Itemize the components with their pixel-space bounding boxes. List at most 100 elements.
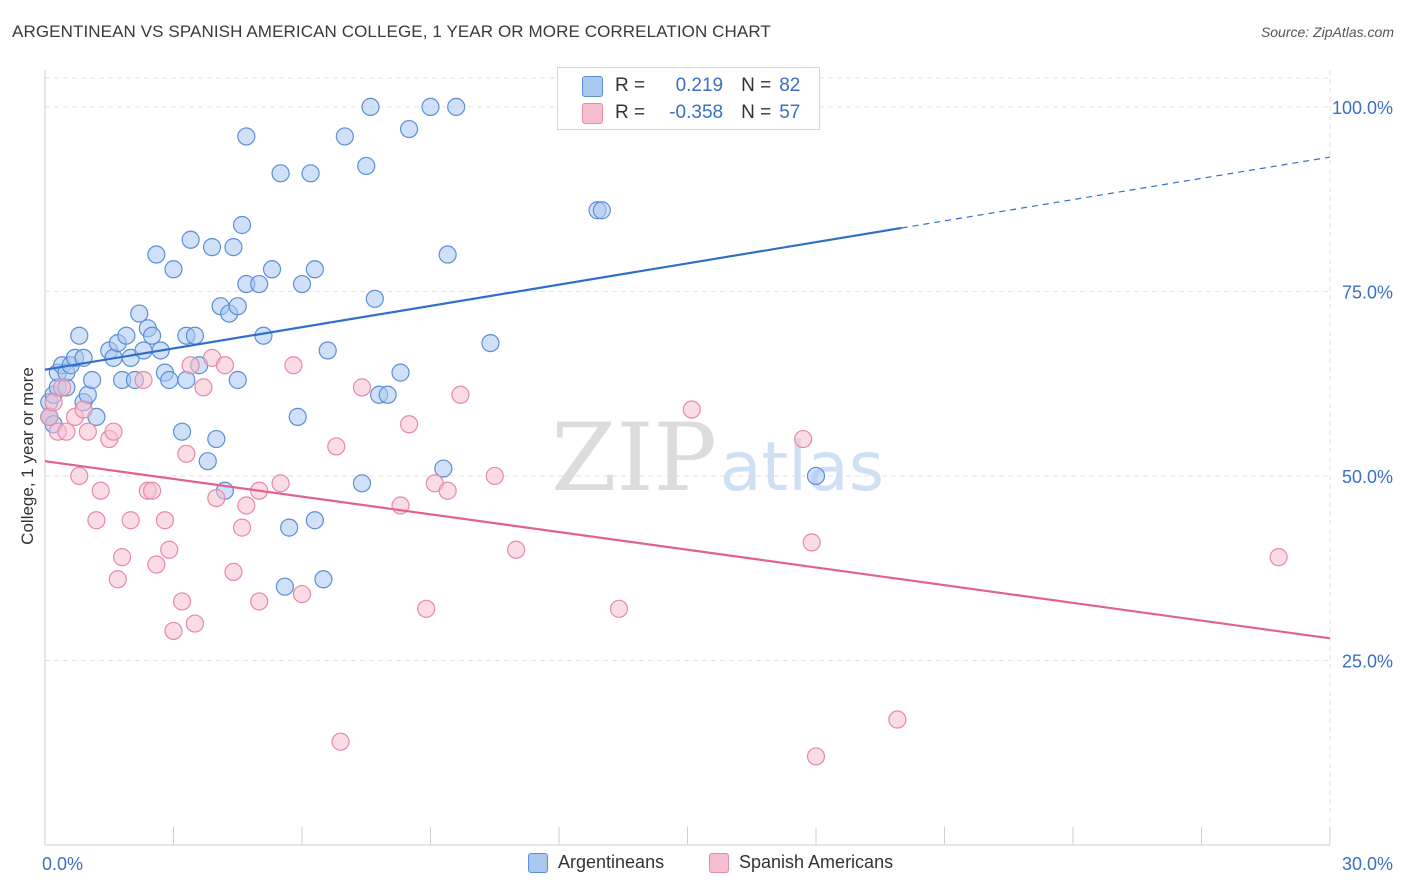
spanish-american-point (485, 466, 504, 486)
argentinean-point (434, 459, 453, 478)
argentinean-point (117, 326, 136, 345)
argentinean-point (399, 119, 419, 139)
argentinean-point (357, 156, 376, 176)
argentinean-point (262, 260, 282, 279)
r-value: -0.358 (669, 102, 724, 123)
argentinean-point (202, 238, 222, 257)
spanish-american-point (682, 400, 701, 419)
argentinean-point (314, 570, 333, 589)
argentinean-point (305, 260, 324, 279)
r-value: 0.219 (675, 75, 724, 96)
spanish-american-point (399, 415, 419, 434)
argentineans-legend-swatch (528, 852, 548, 873)
r-label: R = (615, 75, 646, 96)
spanish-americans-legend-swatch (709, 852, 729, 873)
spanish-american-point (215, 356, 234, 375)
spanish-american-point (57, 422, 76, 441)
spanish-american-point (53, 378, 72, 397)
argentinean-point (254, 326, 273, 345)
spanish-american-point (224, 562, 243, 582)
argentinean-point (181, 230, 200, 249)
argentinean-point (806, 466, 826, 486)
spanish-american-point (237, 496, 256, 515)
spanish-american-point (108, 570, 127, 589)
spanish-american-point (142, 481, 162, 500)
spanish-american-point (292, 584, 312, 604)
argentinean-point (134, 341, 153, 360)
argentineans-swatch (582, 75, 603, 97)
argentinean-point (391, 363, 410, 382)
argentinean-point (481, 333, 500, 353)
argentinean-point (438, 245, 457, 264)
spanish-american-point (327, 437, 346, 456)
spanish-american-point (160, 540, 179, 559)
y-tick-label: 25.0% (1342, 651, 1393, 671)
argentinean-point (421, 97, 440, 117)
spanish-american-point (806, 747, 826, 766)
legend-label: Spanish Americans (739, 852, 894, 872)
y-tick-label: 75.0% (1342, 282, 1393, 302)
spanish-american-point (177, 444, 196, 463)
spanish-americans-trend-line (44, 460, 1331, 640)
spanish-american-point (112, 548, 132, 567)
argentinean-point (185, 326, 205, 345)
argentinean-point (228, 297, 247, 316)
spanish-american-point (438, 481, 457, 500)
spanish-american-point (87, 511, 106, 530)
argentinean-point (198, 452, 217, 471)
spanish-american-point (609, 599, 629, 618)
spanish-american-point (1269, 548, 1288, 567)
spanish-american-point (172, 592, 192, 611)
argentinean-point (305, 511, 324, 530)
argentinean-point (361, 97, 380, 117)
spanish-american-point (352, 378, 372, 397)
stats-legend: R = 0.219 N = 82 R = -0.358 N = 57 (557, 67, 820, 130)
spanish-american-point (331, 732, 350, 751)
axis-layer: 25.0% 50.0% 75.0% 100.0% 0.0% 30.0% (42, 70, 1393, 874)
argentinean-point (232, 215, 252, 235)
argentinean-point (142, 326, 162, 345)
spanish-american-point (271, 474, 290, 493)
argentinean-point (250, 274, 269, 294)
y-tick-label: 100.0% (1332, 98, 1393, 118)
argentinean-point (207, 429, 226, 449)
argentinean-point (237, 127, 256, 146)
argentinean-point (83, 370, 102, 390)
spanish-american-point (207, 488, 226, 508)
n-label: N = (741, 75, 772, 96)
spanish-american-point (185, 614, 205, 633)
spanish-american-point (44, 393, 63, 412)
source-credit: Source: ZipAtlas.com (1260, 24, 1394, 40)
spanish-american-point (194, 378, 213, 397)
n-value: 57 (779, 102, 801, 123)
spanish-american-point (164, 621, 183, 641)
x-tick-label: 30.0% (1342, 854, 1393, 874)
spanish-american-point (794, 429, 813, 449)
argentinean-point (130, 304, 149, 323)
legend-item-spanish-americans: Spanish Americans (709, 852, 893, 873)
stats-row-argentineans: R = 0.219 N = 82 (582, 74, 800, 98)
argentinean-point (160, 370, 179, 390)
argentinean-point (224, 238, 243, 257)
spanish-americans-swatch (582, 102, 603, 124)
watermark: ZIP atlas (551, 404, 884, 513)
spanish-american-point (104, 422, 123, 441)
argentinean-point (592, 201, 611, 220)
argentinean-point (318, 341, 337, 360)
legend-item-argentineans: Argentineans (528, 852, 664, 873)
y-tick-label: 50.0% (1342, 467, 1393, 487)
argentinean-point (147, 245, 166, 264)
argentineans-trend-extension (901, 156, 1331, 229)
argentinean-point (292, 274, 312, 294)
argentinean-point (378, 385, 397, 404)
spanish-american-point (417, 599, 436, 618)
argentinean-point (447, 97, 466, 117)
spanish-american-point (74, 400, 93, 419)
argentinean-point (288, 407, 307, 427)
argentinean-point (365, 289, 384, 308)
spanish-american-point (181, 356, 200, 375)
argentinean-point (335, 127, 354, 146)
spanish-american-point (451, 385, 470, 404)
spanish-american-point (155, 511, 175, 530)
